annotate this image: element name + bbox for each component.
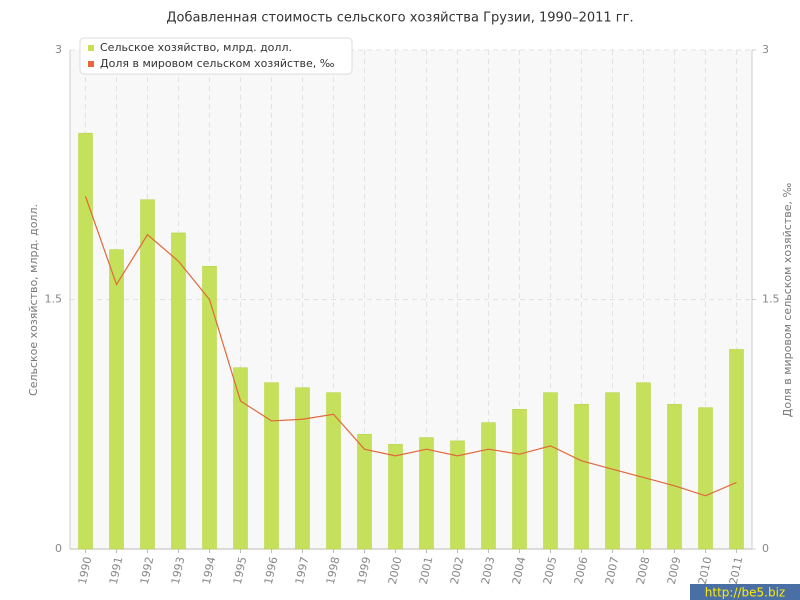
x-tick-label: 1992: [138, 556, 157, 586]
bar: [233, 367, 248, 550]
legend-label: Доля в мировом сельском хозяйстве, ‰: [100, 57, 335, 70]
x-tick-label: 1993: [169, 556, 188, 586]
bar: [264, 382, 279, 550]
bar: [140, 199, 155, 550]
bar: [388, 443, 403, 550]
legend-label: Сельское хозяйство, млрд. долл.: [100, 41, 292, 54]
x-tick-label: 2005: [541, 556, 560, 586]
legend-box: [79, 37, 353, 75]
y-tick-label: 0: [55, 542, 62, 555]
bar: [450, 440, 465, 550]
x-tick-label: 2000: [386, 556, 405, 586]
x-tick-label: 2002: [448, 556, 467, 586]
x-tick-label: 2010: [696, 556, 715, 586]
bar: [667, 404, 682, 550]
x-tick-label: 2011: [727, 556, 746, 586]
bar: [109, 249, 124, 550]
legend-marker: [88, 45, 94, 51]
bar: [357, 433, 372, 550]
bar: [295, 387, 310, 550]
watermark-bg: [690, 584, 800, 600]
y-axis-title: Сельское хозяйство, млрд. долл.: [27, 204, 40, 396]
bar: [729, 349, 744, 550]
x-tick-label: 1995: [231, 556, 250, 586]
y2-axis-title: Доля в мировом сельском хозяйстве, ‰: [781, 183, 794, 418]
bar: [202, 265, 217, 550]
bar: [481, 422, 496, 550]
y2-tick-label: 1.5: [762, 293, 780, 306]
x-tick-label: 2001: [417, 556, 436, 586]
y2-tick-label: 0: [762, 542, 769, 555]
y-tick-label: 3: [55, 43, 62, 56]
line: [84, 196, 737, 497]
bar: [543, 392, 558, 550]
bar: [698, 407, 713, 550]
y-tick-label: 1.5: [45, 293, 63, 306]
x-tick-label: 2006: [572, 556, 591, 586]
bar: [574, 404, 589, 550]
chart-title: Добавленная стоимость сельского хозяйств…: [166, 11, 633, 26]
x-tick-label: 2007: [603, 556, 622, 586]
legend-marker: [88, 61, 94, 67]
x-tick-label: 1990: [76, 556, 95, 586]
x-tick-label: 1991: [107, 556, 126, 586]
x-tick-label: 2003: [479, 556, 498, 586]
y2-tick-label: 3: [762, 43, 769, 56]
bar: [171, 232, 186, 550]
x-tick-label: 2004: [510, 556, 529, 586]
x-tick-label: 1998: [324, 556, 343, 586]
watermark: http://be5.biz: [705, 586, 785, 600]
bar: [326, 392, 341, 550]
x-tick-label: 2009: [665, 556, 684, 586]
bar: [636, 382, 651, 550]
x-tick-label: 1996: [262, 556, 281, 586]
bar: [512, 409, 527, 550]
bar: [78, 132, 93, 550]
bar: [419, 437, 434, 550]
x-tick-label: 1999: [355, 556, 374, 586]
x-tick-label: 1997: [293, 556, 312, 586]
x-tick-label: 2008: [634, 556, 653, 586]
x-tick-label: 1994: [200, 556, 219, 586]
